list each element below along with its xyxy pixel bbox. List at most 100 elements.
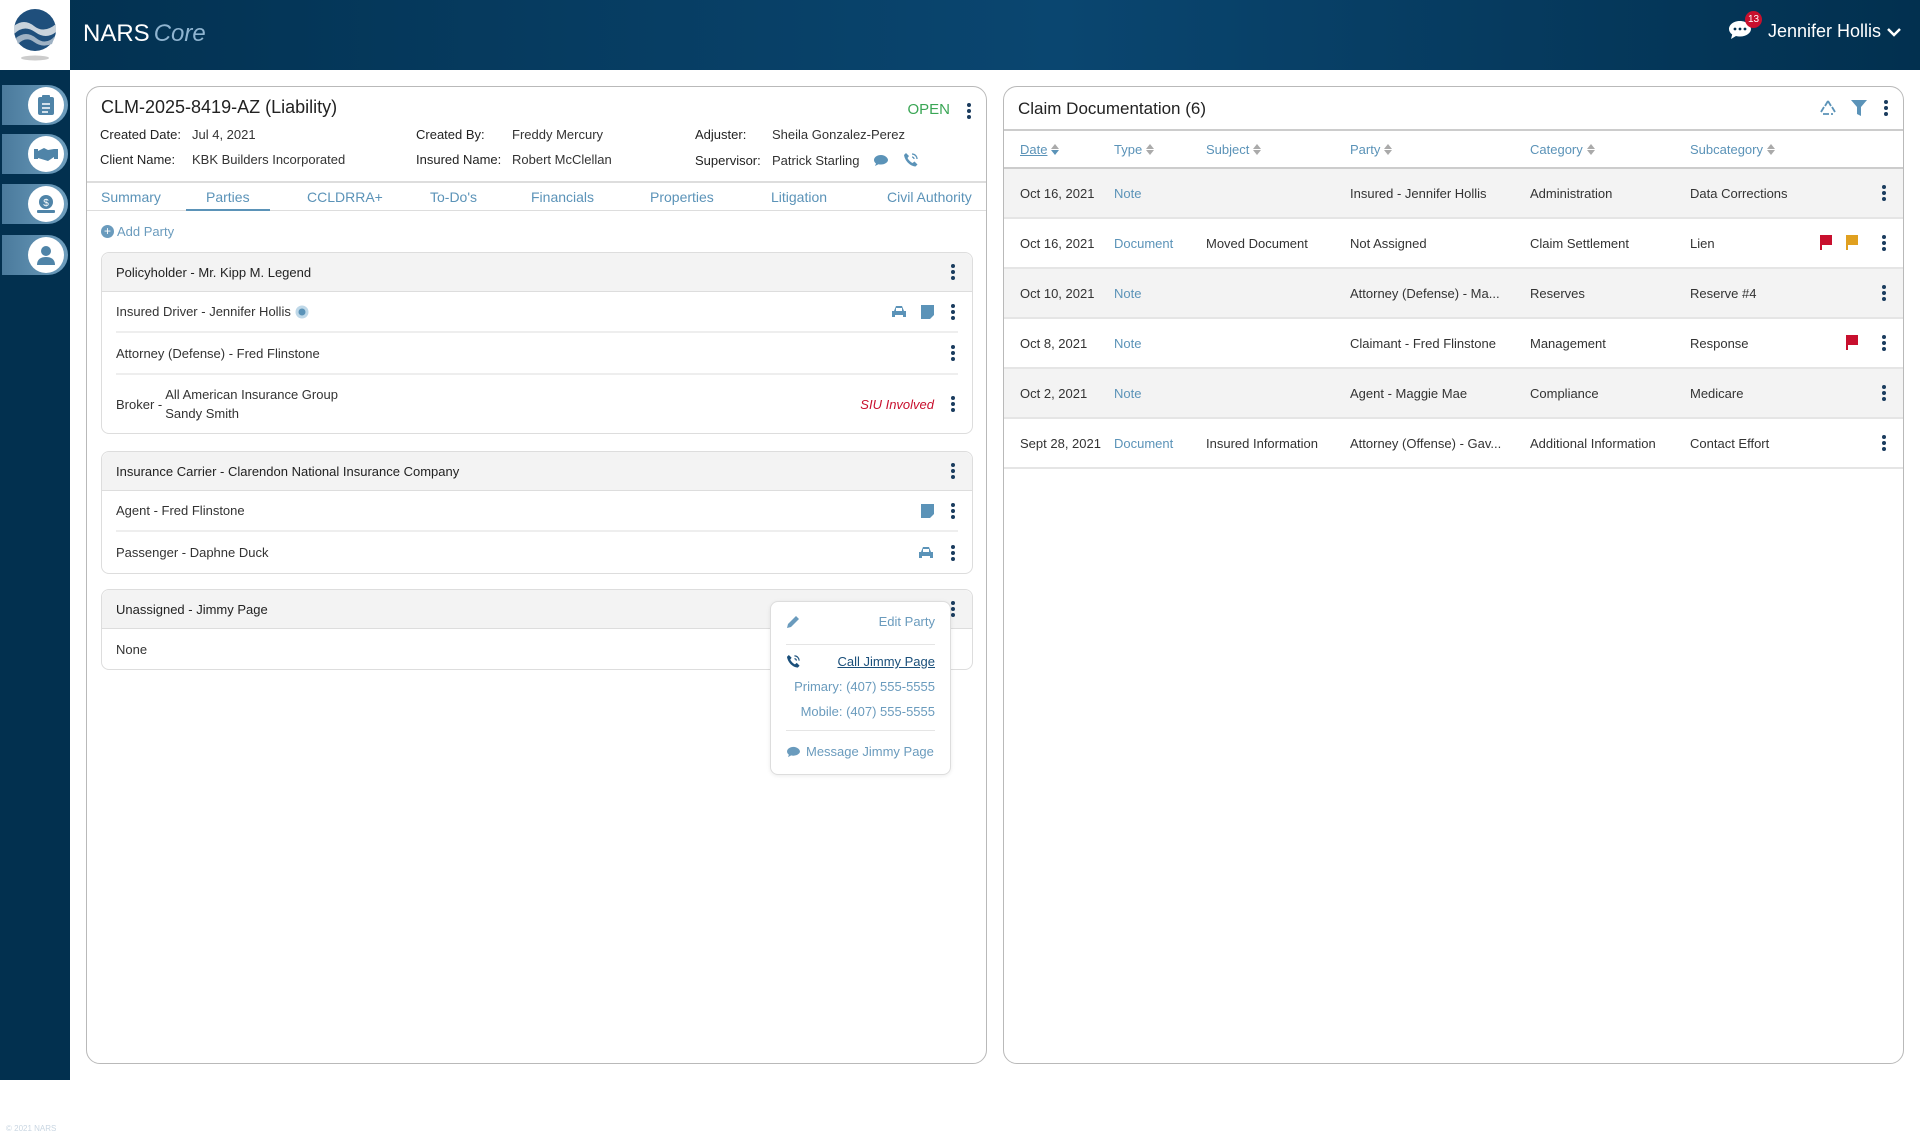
column-header-subcategory[interactable]: Subcategory [1690,142,1775,157]
party-row: None [116,641,148,657]
column-header-category[interactable]: Category [1530,142,1595,157]
car-icon[interactable] [891,305,907,319]
cell-type[interactable]: Document [1114,236,1174,251]
row-menu-button[interactable] [1879,435,1889,451]
party-actions-popover: Edit Party Call Jimmy Page Primary: (407… [770,601,951,775]
chevron-down-icon [1887,28,1901,37]
filter-icon[interactable] [1851,99,1867,117]
cell-type[interactable]: Note [1114,386,1142,401]
party-row[interactable]: Attorney (Defense) - Fred Flinstone [116,333,958,375]
row-menu-button[interactable] [1879,385,1889,401]
tab-civil-authority[interactable]: Civil Authority [887,189,972,205]
column-header-subject[interactable]: Subject [1206,142,1262,157]
row-menu-button[interactable] [1879,185,1889,201]
cell-subject: Moved Document [1206,236,1308,251]
recycle-icon[interactable] [1819,99,1837,117]
column-header-party[interactable]: Party [1350,142,1393,157]
tab-properties[interactable]: Properties [650,189,714,205]
cell-party: Agent - Maggie Mae [1350,386,1468,401]
message-icon[interactable] [873,154,889,167]
cell-date: Oct 8, 2021 [1020,336,1088,351]
call-option[interactable]: Call Jimmy Page [786,654,935,669]
sidebar-item-profile[interactable] [2,235,68,275]
tab-parties[interactable]: Parties [186,189,270,211]
party-menu-button[interactable] [948,345,958,361]
car-icon[interactable] [918,546,934,560]
row-menu-button[interactable] [1879,235,1889,251]
mobile-phone[interactable]: Mobile: (407) 555-5555 [800,704,935,719]
documentation-menu-button[interactable] [1881,100,1891,116]
column-header-date[interactable]: Date [1020,142,1060,157]
cell-type[interactable]: Document [1114,436,1174,451]
tab-litigation[interactable]: Litigation [771,189,828,205]
message-option[interactable]: Message Jimmy Page [786,744,935,759]
table-row[interactable]: Oct 2, 2021 Note Agent - Maggie Mae Complia… [1004,369,1903,419]
flag-icon[interactable] [1846,335,1858,350]
party-menu-button[interactable] [948,502,958,519]
sidebar-item-parties[interactable] [2,134,68,174]
adjuster: Adjuster: Sheila Gonzalez-Perez [695,127,905,142]
sidebar-item-financials[interactable]: $ [2,184,68,224]
party-group-title: Unassigned - Jimmy Page [116,601,268,617]
cell-category: Reserves [1530,286,1585,301]
party-row[interactable]: Insured Driver - Jennifer Hollis [116,292,958,333]
sort-icon [1253,144,1262,155]
sidebar: $ © 2021 NARS [0,70,70,1133]
edit-party-option[interactable]: Edit Party [786,614,935,629]
cell-date: Oct 16, 2021 [1020,236,1095,251]
tab-financials[interactable]: Financials [531,189,595,205]
column-header-type[interactable]: Type [1114,142,1155,157]
party-row[interactable]: Passenger - Daphne Duck [116,532,958,573]
tab-ccldrra[interactable]: CCLDRRA+ [307,189,383,205]
table-row[interactable]: Oct 8, 2021 Note Claimant - Fred Flinstone… [1004,319,1903,369]
claim-documentation-panel: Claim Documentation (6) Date Type Subject P… [1003,86,1904,1064]
phone-icon[interactable] [903,152,919,168]
cell-type[interactable]: Note [1114,286,1142,301]
group-menu-button[interactable] [948,463,958,479]
cell-type[interactable]: Note [1114,336,1142,351]
table-row[interactable]: Oct 10, 2021 Note Attorney (Defense) - Ma.… [1004,269,1903,319]
cell-category: Additional Information [1530,436,1656,451]
cell-date: Sept 28, 2021 [1020,436,1101,451]
cell-category: Administration [1530,186,1613,201]
add-party-button[interactable]: + Add Party [101,224,174,239]
row-menu-button[interactable] [1879,285,1889,301]
group-menu-button[interactable] [948,601,958,617]
flag-icon[interactable] [1820,235,1832,250]
sort-icon [1767,144,1775,155]
user-menu[interactable]: Jennifer Hollis [1768,21,1902,42]
siu-flag: SIU Involved [860,396,934,412]
table-header: Date Type Subject Party Category Subcategory [1004,129,1903,169]
flag-icon[interactable] [1846,235,1858,250]
cell-type[interactable]: Note [1114,186,1142,201]
party-row[interactable]: Agent - Fred Flinstone [116,491,958,532]
money-icon: $ [37,195,55,213]
sidebar-item-claims[interactable] [2,85,68,125]
documentation-title: Claim Documentation (6) [1018,99,1207,118]
tab-todos[interactable]: To-Do's [430,189,478,205]
primary-phone[interactable]: Primary: (407) 555-5555 [794,679,935,694]
claim-menu-button[interactable] [964,103,974,119]
row-menu-button[interactable] [1879,335,1889,351]
table-row[interactable]: Sept 28, 2021 Document Insured Information… [1004,419,1903,469]
party-group-title: Policyholder - Mr. Kipp M. Legend [116,264,312,280]
handshake-icon [34,148,58,161]
tab-summary[interactable]: Summary [101,189,161,205]
table-row[interactable]: Oct 16, 2021 Note Insured - Jennifer Holli… [1004,169,1903,219]
table-row[interactable]: Oct 16, 2021 Document Moved Document Not As… [1004,219,1903,269]
cell-subject: Insured Information [1206,436,1319,451]
cell-subcategory: Response [1690,336,1749,351]
nars-logo[interactable] [0,0,70,70]
pencil-icon [787,615,799,628]
claim-tabs: Summary Parties CCLDRRA+ To-Do's Financi… [87,181,986,211]
party-row[interactable]: Broker - All American Insurance Group Sand… [116,375,958,433]
claim-title: CLM-2025-8419-AZ (Liability) [101,97,338,117]
group-menu-button[interactable] [948,264,958,280]
party-menu-button[interactable] [948,544,958,561]
party-menu-button[interactable] [948,396,958,412]
cell-subcategory: Contact Effort [1690,436,1770,451]
party-menu-button[interactable] [948,303,958,320]
note-icon[interactable] [921,503,934,518]
note-icon[interactable] [921,304,934,319]
chat-icon[interactable] [1728,20,1752,40]
